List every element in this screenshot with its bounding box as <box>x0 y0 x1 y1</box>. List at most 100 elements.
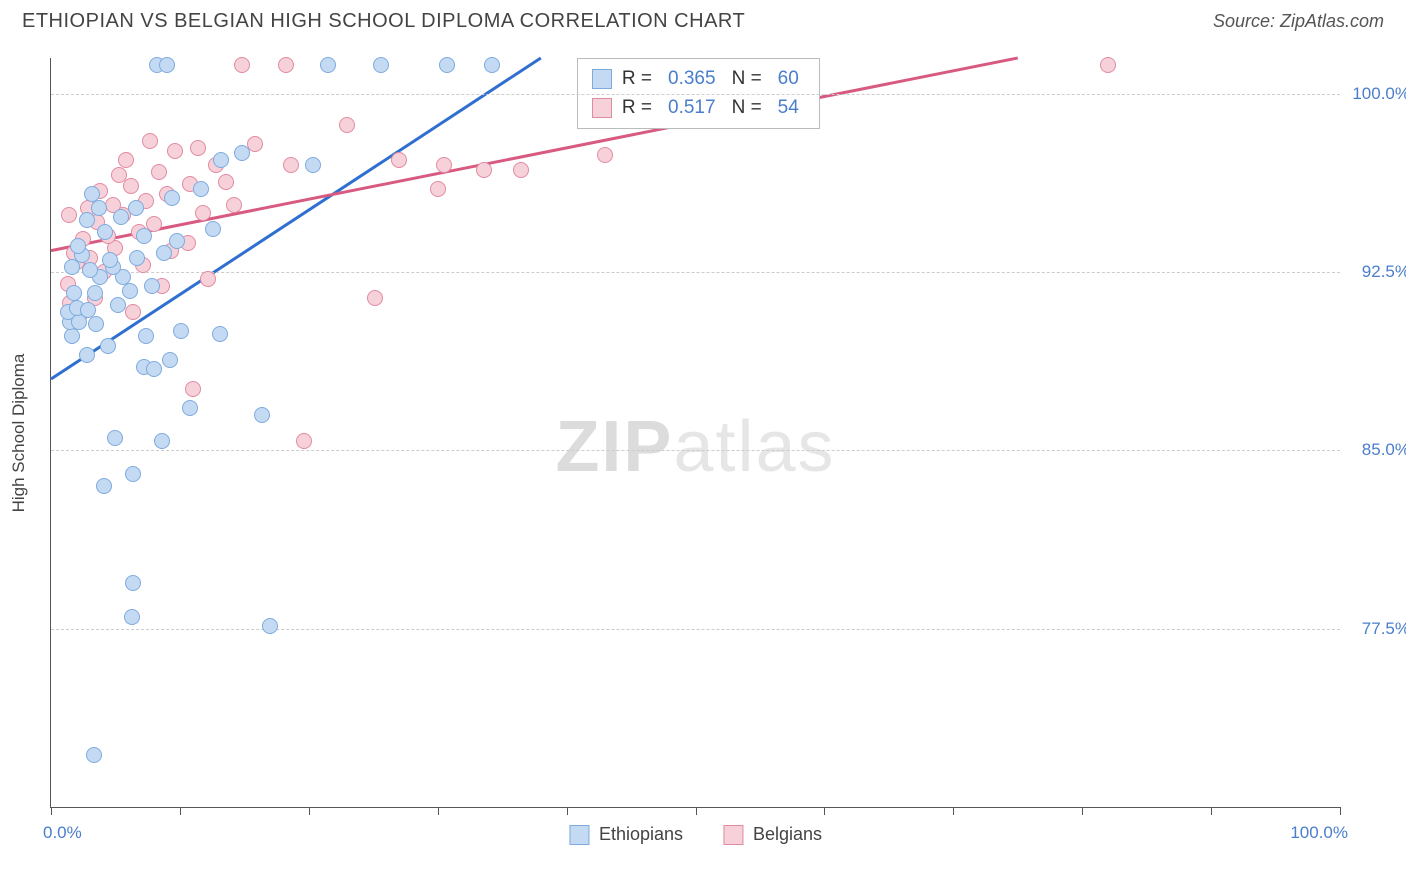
chart-title: ETHIOPIAN VS BELGIAN HIGH SCHOOL DIPLOMA… <box>22 10 745 33</box>
x-tick <box>1340 807 1341 815</box>
data-point-belgian <box>367 290 383 306</box>
y-tick-label: 85.0% <box>1350 440 1406 460</box>
x-tick <box>824 807 825 815</box>
data-point-ethiopian <box>182 400 198 416</box>
x-axis-min-label: 0.0% <box>43 823 82 843</box>
data-point-ethiopian <box>156 245 172 261</box>
legend-item-ethiopian: Ethiopians <box>569 824 683 845</box>
data-point-ethiopian <box>84 186 100 202</box>
chart-header: ETHIOPIAN VS BELGIAN HIGH SCHOOL DIPLOMA… <box>0 0 1406 37</box>
x-tick <box>180 807 181 815</box>
data-point-ethiopian <box>138 328 154 344</box>
scatter-chart: High School Diploma ZIPatlas R = 0.365 N… <box>50 58 1340 808</box>
data-point-ethiopian <box>88 316 104 332</box>
bottom-legend: Ethiopians Belgians <box>569 824 822 845</box>
data-point-ethiopian <box>125 466 141 482</box>
data-point-ethiopian <box>122 283 138 299</box>
data-point-ethiopian <box>212 326 228 342</box>
gridline <box>51 94 1340 95</box>
watermark-atlas: atlas <box>673 407 835 487</box>
y-tick-label: 92.5% <box>1350 262 1406 282</box>
data-point-ethiopian <box>102 252 118 268</box>
data-point-ethiopian <box>262 618 278 634</box>
r-prefix: R = <box>622 65 652 94</box>
data-point-ethiopian <box>86 747 102 763</box>
data-point-belgian <box>118 152 134 168</box>
data-point-ethiopian <box>66 285 82 301</box>
data-point-ethiopian <box>129 250 145 266</box>
x-tick <box>51 807 52 815</box>
data-point-ethiopian <box>70 238 86 254</box>
data-point-belgian <box>513 162 529 178</box>
data-point-ethiopian <box>97 224 113 240</box>
data-point-belgian <box>476 162 492 178</box>
swatch-belgian <box>592 98 612 118</box>
data-point-ethiopian <box>79 347 95 363</box>
source-attribution: Source: ZipAtlas.com <box>1213 11 1384 32</box>
watermark-zip: ZIP <box>555 407 673 487</box>
stats-row-ethiopian: R = 0.365 N = 60 <box>592 65 805 94</box>
data-point-belgian <box>283 157 299 173</box>
data-point-ethiopian <box>205 221 221 237</box>
n-prefix: N = <box>732 94 762 123</box>
data-point-belgian <box>195 205 211 221</box>
data-point-belgian <box>123 178 139 194</box>
legend-label-belgian: Belgians <box>753 824 822 845</box>
data-point-belgian <box>234 57 250 73</box>
data-point-ethiopian <box>100 338 116 354</box>
data-point-ethiopian <box>484 57 500 73</box>
r-value-belgian: 0.517 <box>668 94 716 123</box>
watermark: ZIPatlas <box>555 406 835 488</box>
data-point-ethiopian <box>159 57 175 73</box>
data-point-belgian <box>339 117 355 133</box>
data-point-ethiopian <box>91 200 107 216</box>
x-tick <box>1211 807 1212 815</box>
data-point-belgian <box>436 157 452 173</box>
data-point-belgian <box>61 207 77 223</box>
data-point-belgian <box>111 167 127 183</box>
swatch-belgian <box>723 825 743 845</box>
data-point-belgian <box>430 181 446 197</box>
data-point-belgian <box>391 152 407 168</box>
gridline <box>51 272 1340 273</box>
data-point-ethiopian <box>124 609 140 625</box>
data-point-belgian <box>151 164 167 180</box>
data-point-ethiopian <box>146 361 162 377</box>
stats-row-belgian: R = 0.517 N = 54 <box>592 94 805 123</box>
data-point-ethiopian <box>305 157 321 173</box>
data-point-ethiopian <box>234 145 250 161</box>
data-point-ethiopian <box>96 478 112 494</box>
n-value-ethiopian: 60 <box>778 65 799 94</box>
trendlines-svg <box>51 58 1340 807</box>
y-tick-label: 77.5% <box>1350 619 1406 639</box>
x-tick <box>696 807 697 815</box>
data-point-ethiopian <box>125 575 141 591</box>
swatch-ethiopian <box>569 825 589 845</box>
x-tick <box>567 807 568 815</box>
data-point-ethiopian <box>64 328 80 344</box>
y-tick-label: 100.0% <box>1350 84 1406 104</box>
x-tick <box>953 807 954 815</box>
data-point-ethiopian <box>164 190 180 206</box>
data-point-ethiopian <box>193 181 209 197</box>
data-point-belgian <box>278 57 294 73</box>
data-point-belgian <box>226 197 242 213</box>
data-point-ethiopian <box>82 262 98 278</box>
y-axis-label: High School Diploma <box>9 353 29 512</box>
data-point-ethiopian <box>107 430 123 446</box>
data-point-ethiopian <box>169 233 185 249</box>
data-point-ethiopian <box>213 152 229 168</box>
data-point-belgian <box>597 147 613 163</box>
x-tick <box>438 807 439 815</box>
data-point-ethiopian <box>80 302 96 318</box>
data-point-belgian <box>218 174 234 190</box>
data-point-belgian <box>125 304 141 320</box>
data-point-belgian <box>1100 57 1116 73</box>
data-point-ethiopian <box>320 57 336 73</box>
x-axis-max-label: 100.0% <box>1290 823 1348 843</box>
data-point-ethiopian <box>144 278 160 294</box>
data-point-ethiopian <box>87 285 103 301</box>
data-point-belgian <box>142 133 158 149</box>
gridline <box>51 629 1340 630</box>
x-tick <box>1082 807 1083 815</box>
